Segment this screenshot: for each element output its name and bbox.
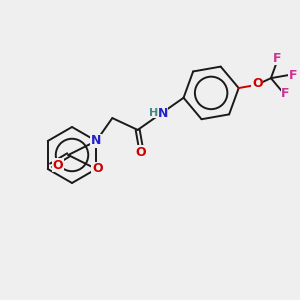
Text: O: O: [136, 146, 146, 159]
Text: F: F: [281, 88, 290, 100]
Text: O: O: [53, 159, 63, 172]
Text: O: O: [92, 163, 103, 176]
Text: H: H: [149, 108, 158, 118]
Text: N: N: [91, 134, 101, 148]
Text: N: N: [158, 107, 168, 120]
Text: O: O: [252, 77, 263, 90]
Text: F: F: [288, 68, 297, 82]
Text: F: F: [273, 52, 281, 65]
